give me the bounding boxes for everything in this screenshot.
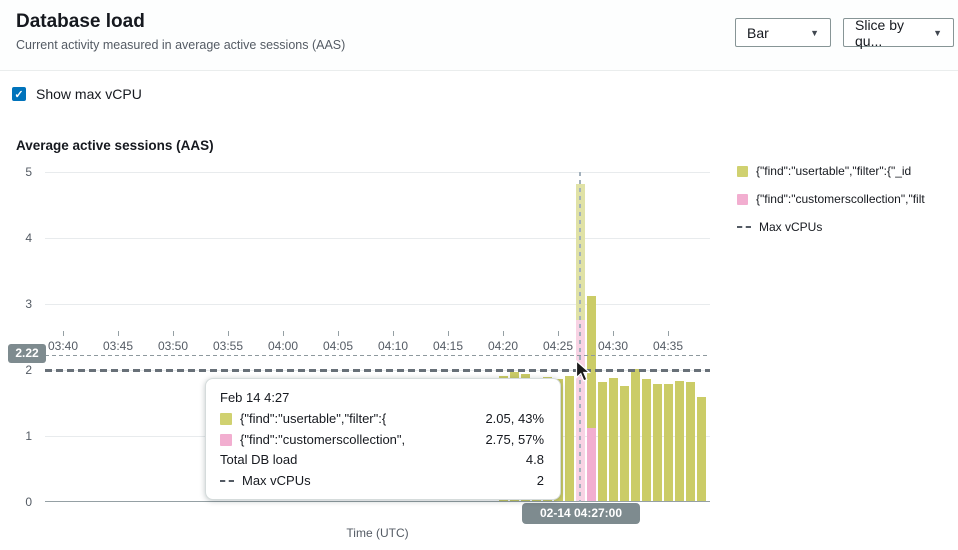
page-subtitle: Current activity measured in average act… (16, 38, 346, 52)
chevron-down-icon: ▼ (933, 27, 942, 38)
check-icon: ✓ (14, 88, 24, 101)
tooltip-row-value: 4.8 (525, 452, 544, 467)
dashed-line-icon (220, 479, 234, 482)
tooltip-row-label: Total DB load (220, 452, 298, 467)
legend-item[interactable]: Max vCPUs (737, 220, 958, 234)
legend-label: {"find":"usertable","filter":{"_id (756, 164, 912, 178)
tooltip-row-value: 2.75, 57% (485, 431, 544, 447)
legend-item[interactable]: {"find":"usertable","filter":{"_id (737, 164, 958, 178)
x-axis-title: Time (UTC) (346, 526, 409, 540)
tooltip-row: {"find":"usertable","filter":{ 2.05, 43% (220, 409, 544, 430)
x-axis-label: 03:50 (157, 339, 189, 353)
tooltip-row-label: {"find":"customerscollection", (240, 431, 406, 447)
x-axis-tick (613, 331, 614, 336)
tooltip-row: Total DB load 4.8 (220, 450, 544, 471)
x-axis-tick (118, 331, 119, 336)
y-axis: 0 1 2 3 4 5 (0, 165, 38, 512)
selected-time-badge: 02-14 04:27:00 (522, 503, 640, 524)
bar-segment-usertable[interactable] (685, 382, 695, 501)
tooltip-row: Max vCPUs 2 (220, 471, 544, 492)
x-axis-tick (448, 331, 449, 336)
dashed-line-icon (737, 226, 751, 228)
bar-segment-usertable[interactable] (608, 377, 618, 501)
y-axis-label: 2 (25, 363, 32, 377)
gridline (45, 304, 710, 305)
bar-segment-usertable[interactable] (652, 384, 662, 501)
chart-type-dropdown-label: Bar (747, 24, 769, 41)
x-axis-tick (173, 331, 174, 336)
show-max-vcpu-checkbox[interactable]: ✓ (12, 87, 26, 101)
show-max-vcpu-label: Show max vCPU (36, 86, 142, 102)
x-axis-label: 04:00 (267, 339, 299, 353)
x-axis-label: 04:15 (432, 339, 464, 353)
x-axis-label: 03:40 (47, 339, 79, 353)
x-axis-label: 04:25 (542, 339, 574, 353)
tooltip-row-label: Max vCPUs (242, 472, 311, 488)
header-separator (0, 70, 958, 71)
bar-segment-usertable[interactable] (619, 386, 629, 501)
max-vcpus-line (45, 369, 710, 372)
bar-segment-customerscollection[interactable] (586, 428, 596, 501)
chart-tooltip: Feb 14 4:27 {"find":"usertable","filter"… (205, 378, 561, 500)
x-axis-tick (393, 331, 394, 336)
legend-swatch-icon (737, 193, 748, 205)
y-axis-label: 0 (25, 495, 32, 509)
y-axis-label: 4 (25, 231, 32, 245)
x-axis-tick (228, 331, 229, 336)
tooltip-row-value: 2 (536, 472, 544, 488)
x-axis-tick (63, 331, 64, 336)
bar-segment-usertable[interactable] (564, 375, 574, 501)
x-axis-tick (558, 331, 559, 336)
slice-by-dropdown-label: Slice by qu... (855, 16, 905, 49)
gridline (45, 238, 710, 239)
slice-by-dropdown[interactable]: Slice by qu... ▼ (843, 16, 954, 49)
bar-segment-usertable[interactable] (641, 378, 651, 501)
bar-segment-usertable[interactable] (674, 380, 684, 501)
y-axis-label: 1 (25, 429, 32, 443)
legend-label: Max vCPUs (759, 220, 823, 234)
chevron-down-icon: ▼ (810, 27, 819, 38)
mouse-cursor-icon (575, 360, 592, 382)
y-axis-label: 3 (25, 297, 32, 311)
x-axis-label: 04:10 (377, 339, 409, 353)
bar-segment-usertable[interactable] (663, 384, 673, 501)
x-axis-label: 03:55 (212, 339, 244, 353)
show-max-vcpu-row: ✓ Show max vCPU (12, 86, 142, 102)
crosshair-value-badge: 2.22 (8, 344, 46, 363)
x-axis-label: 04:20 (487, 339, 519, 353)
x-axis-label: 04:05 (322, 339, 354, 353)
chart-title: Average active sessions (AAS) (16, 138, 214, 153)
chart-type-dropdown[interactable]: Bar ▼ (735, 18, 831, 47)
legend-swatch-icon (737, 165, 748, 177)
legend-item[interactable]: {"find":"customerscollection","filt (737, 192, 958, 206)
tooltip-swatch-icon (220, 413, 232, 426)
tooltip-row: {"find":"customerscollection", 2.75, 57% (220, 430, 544, 451)
page-title: Database load (16, 11, 145, 32)
x-axis-tick (668, 331, 669, 336)
y-axis-label: 5 (25, 165, 32, 179)
x-axis-tick (283, 331, 284, 336)
x-axis-label: 03:45 (102, 339, 134, 353)
legend-label: {"find":"customerscollection","filt (756, 192, 925, 206)
bar-segment-usertable[interactable] (696, 397, 706, 501)
crosshair-horizontal-line (45, 355, 710, 356)
bar-segment-usertable[interactable] (586, 296, 596, 429)
chart-legend: {"find":"usertable","filter":{"_id {"find… (737, 164, 958, 248)
tooltip-title: Feb 14 4:27 (220, 390, 290, 405)
bar-segment-usertable[interactable] (630, 369, 640, 501)
x-axis-label: 04:35 (652, 339, 684, 353)
bar-segment-usertable[interactable] (597, 382, 607, 501)
x-axis-tick (503, 331, 504, 336)
tooltip-row-value: 2.05, 43% (485, 411, 544, 426)
gridline (45, 172, 710, 173)
x-axis: 03:40 03:45 03:50 03:55 04:00 04:05 04:10 04:15… (45, 330, 710, 370)
x-axis-label: 04:30 (597, 339, 629, 353)
x-axis-tick (338, 331, 339, 336)
tooltip-swatch-icon (220, 433, 232, 446)
tooltip-row-label: {"find":"usertable","filter":{ (240, 411, 387, 426)
crosshair-vertical-line (579, 172, 581, 502)
